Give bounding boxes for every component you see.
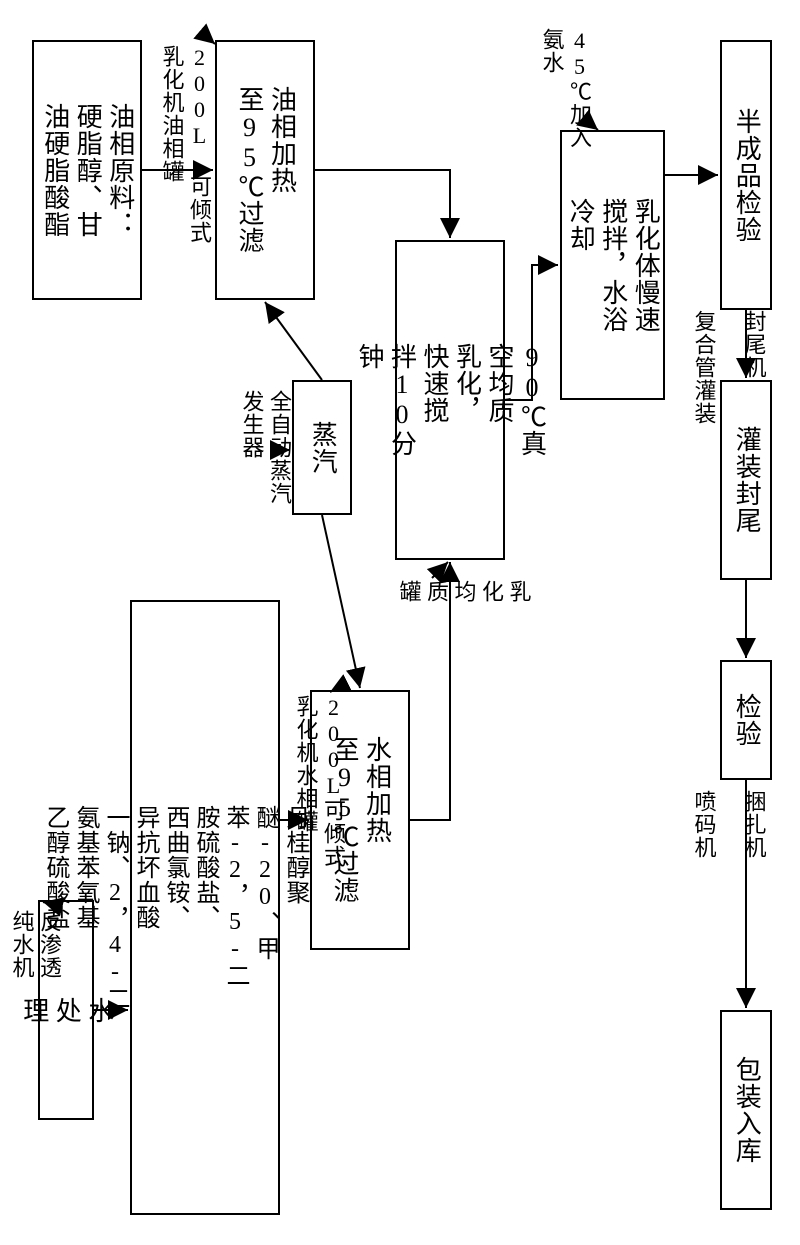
label-steam-gen: 全自动蒸汽 发生器 bbox=[238, 390, 293, 505]
box-inspect: 检验 bbox=[720, 660, 772, 780]
label-bundle-mach: 捆扎机 bbox=[740, 790, 768, 859]
text-steam: 蒸汽 bbox=[306, 421, 339, 475]
box-oil-raw: 油相原料： 硬脂醇、甘 油硬脂酸酯 bbox=[32, 40, 142, 300]
box-semi-insp: 半成品检验 bbox=[720, 40, 772, 310]
text-oil-raw: 油相原料： 硬脂醇、甘 油硬脂酸酯 bbox=[38, 103, 136, 238]
box-pack-store: 包装入库 bbox=[720, 1010, 772, 1210]
text-slow-stir: 乳化体慢速 搅拌，水浴 冷却 bbox=[564, 198, 662, 333]
text-semi-insp: 半成品检验 bbox=[730, 108, 763, 243]
label-tube-mach: 复合管灌装 bbox=[690, 310, 718, 425]
label-emul-tank: 乳 化 均 质 罐 bbox=[395, 580, 533, 603]
box-steam: 蒸汽 bbox=[292, 380, 352, 515]
box-water-raw: 水相原料： 水、丙二醇、 月桂醇聚 醚-20、甲 苯-2，5-二 胺硫酸盐、 西… bbox=[130, 600, 280, 1215]
box-oil-heat: 油相加热 至95℃过滤 bbox=[215, 40, 315, 300]
label-code-mach: 喷码机 bbox=[690, 790, 718, 859]
label-oil-tank: 200L 可倾式 乳化机油相罐 bbox=[158, 45, 213, 244]
text-pack-store: 包装入库 bbox=[730, 1056, 763, 1164]
text-emulsify: 90℃真 空均质 乳化， 快速搅 拌10分 钟 bbox=[353, 343, 548, 457]
text-oil-heat: 油相加热 至95℃过滤 bbox=[233, 86, 298, 254]
label-ro-pure: 反渗透 纯水机 bbox=[8, 910, 63, 979]
text-inspect: 检验 bbox=[730, 693, 763, 747]
label-seal-mach: 封尾机 bbox=[740, 310, 768, 379]
text-fill-seal: 灌装封尾 bbox=[730, 426, 763, 534]
box-fill-seal: 灌装封尾 bbox=[720, 380, 772, 580]
label-ammonia: 45℃加入 氨水 bbox=[538, 28, 593, 149]
box-emulsify: 90℃真 空均质 乳化， 快速搅 拌10分 钟 bbox=[395, 240, 505, 560]
label-water-tank: 200L可倾式 乳化机水相罐 bbox=[292, 695, 347, 868]
box-slow-stir: 乳化体慢速 搅拌，水浴 冷却 bbox=[560, 130, 665, 400]
